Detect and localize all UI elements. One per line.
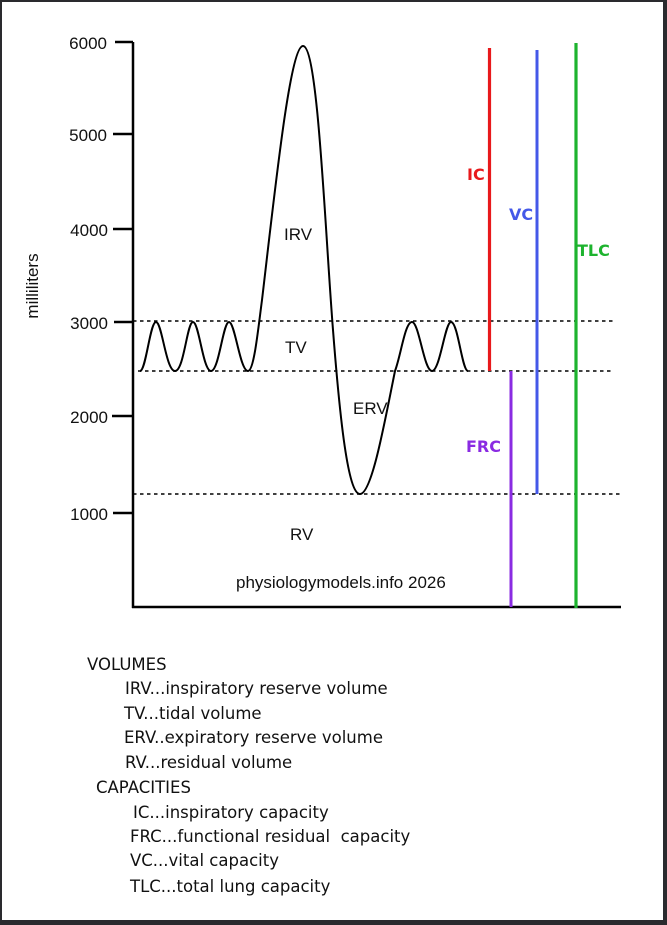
erv-label: ERV [353,399,388,418]
tv-label: TV [285,338,307,357]
tick-4000: 4000 [70,221,108,240]
tick-3000: 3000 [70,314,108,333]
vc-label: VC [509,205,533,224]
ic-label: IC [467,165,485,184]
rv-label: RV [290,525,314,544]
tlc-label: TLC [577,241,610,260]
region-labels: IRV TV ERV RV physiologymodels.info 2026 [236,225,446,592]
tick-5000: 5000 [69,126,107,145]
y-axis-label: milliliters [23,253,42,318]
tick-1000: 1000 [70,505,108,524]
y-axis [112,40,135,608]
reference-lines [133,320,620,495]
capacity-labels: IC VC TLC FRC [466,165,610,456]
irv-label: IRV [284,225,313,244]
tick-6000: 6000 [69,34,107,53]
y-tick-labels: 6000 5000 4000 3000 2000 1000 [69,34,108,524]
tick-2000: 2000 [70,408,108,427]
frc-label: FRC [466,437,501,456]
credit-text: physiologymodels.info 2026 [236,573,446,592]
spirogram-trace [139,44,469,496]
